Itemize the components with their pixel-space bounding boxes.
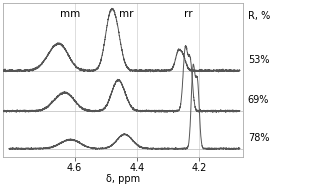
Text: 78%: 78%	[248, 133, 269, 143]
Text: 53%: 53%	[248, 55, 269, 65]
Text: mr: mr	[119, 9, 133, 19]
Text: 69%: 69%	[248, 95, 269, 105]
X-axis label: δ, ppm: δ, ppm	[106, 174, 140, 184]
Text: rr: rr	[184, 9, 193, 19]
Text: mm: mm	[60, 9, 80, 19]
Text: R, %: R, %	[248, 10, 270, 21]
